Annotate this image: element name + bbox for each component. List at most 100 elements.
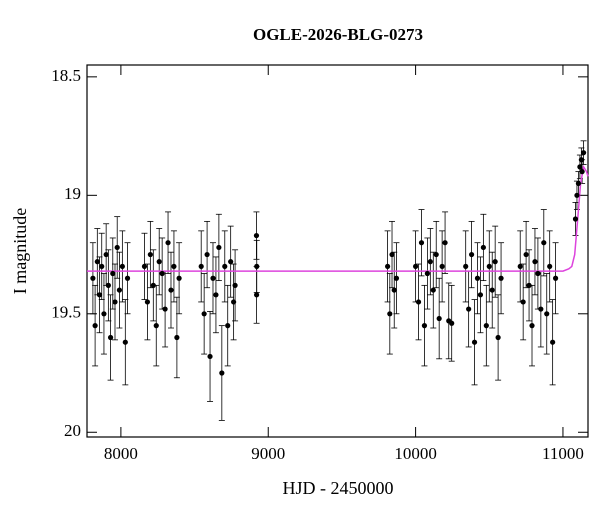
data-point: [486, 263, 492, 270]
x-axis-label: HJD - 2450000: [283, 478, 394, 498]
data-point: [427, 259, 433, 265]
data-point: [389, 251, 395, 258]
data-point: [168, 287, 174, 293]
data-point: [232, 282, 238, 288]
data-point: [231, 299, 237, 305]
data-point: [116, 287, 123, 293]
data-point: [144, 299, 151, 305]
data-point: [254, 263, 260, 270]
x-tick-label: 9000: [251, 444, 285, 463]
data-point: [421, 323, 428, 329]
data-point: [544, 311, 550, 317]
data-point: [107, 334, 114, 341]
data-point: [495, 334, 501, 341]
data-point: [468, 251, 475, 258]
data-point: [415, 299, 422, 305]
data-point: [471, 339, 478, 345]
data-point: [228, 259, 234, 265]
data-point: [552, 275, 559, 281]
data-point: [430, 287, 436, 293]
data-point: [141, 263, 148, 270]
model-curve: [87, 164, 589, 272]
data-point: [222, 263, 228, 270]
data-point: [385, 263, 391, 270]
data-point: [520, 299, 526, 305]
data-point: [418, 240, 425, 246]
data-point: [112, 299, 118, 305]
data-point: [480, 244, 486, 251]
data-point: [253, 232, 260, 239]
data-point: [541, 240, 547, 246]
data-point: [122, 339, 128, 345]
data-point: [198, 263, 204, 270]
data-point: [489, 287, 495, 293]
data-point: [442, 240, 448, 246]
data-point: [578, 157, 584, 163]
data-point: [147, 251, 153, 258]
data-point: [436, 315, 442, 322]
data-point: [577, 164, 583, 170]
data-point: [216, 244, 222, 251]
data-point: [477, 292, 484, 298]
data-point: [579, 169, 585, 175]
y-tick-label: 19: [64, 184, 81, 203]
chart-title: OGLE-2026-BLG-0273: [253, 25, 423, 44]
data-point: [105, 282, 111, 288]
data-point: [550, 339, 556, 345]
data-point: [156, 259, 162, 265]
data-point: [210, 275, 216, 281]
data-point: [110, 270, 116, 277]
data-point: [150, 282, 156, 288]
data-point: [92, 323, 98, 329]
data-point: [254, 292, 260, 298]
data-point: [517, 263, 523, 270]
data-point: [204, 251, 210, 258]
data-point: [171, 263, 177, 270]
data-point: [119, 263, 125, 270]
data-point: [114, 244, 120, 251]
data-point: [575, 180, 582, 187]
data-point: [176, 275, 182, 281]
data-point: [101, 311, 107, 317]
data-point: [532, 259, 538, 265]
data-point: [433, 251, 439, 258]
data-point: [153, 323, 159, 329]
data-point: [96, 292, 103, 298]
data-point: [526, 282, 532, 288]
data-point: [449, 320, 455, 326]
data-point: [523, 251, 529, 258]
data-point: [387, 311, 393, 317]
data-point: [474, 275, 481, 281]
plot-frame: [86, 64, 589, 438]
data-point: [207, 353, 213, 360]
data-point: [393, 275, 400, 281]
x-tick-label: 10000: [394, 444, 437, 463]
data-point: [538, 306, 544, 312]
y-tick-label: 19.5: [51, 303, 81, 322]
y-tick-label: 18.5: [51, 66, 81, 85]
data-point: [412, 263, 419, 270]
data-point: [174, 334, 180, 341]
x-tick-label: 8000: [104, 444, 138, 463]
data-point: [580, 150, 587, 156]
data-point: [162, 306, 168, 312]
data-point: [103, 251, 109, 258]
data-point: [201, 311, 207, 317]
data-point: [483, 323, 489, 329]
data-point: [535, 270, 541, 277]
data-point: [463, 263, 469, 270]
data-point: [572, 216, 579, 222]
data-point: [124, 275, 131, 281]
data-point: [213, 292, 219, 298]
data-point: [547, 263, 553, 270]
data-point: [574, 192, 580, 198]
data-point: [529, 323, 535, 329]
data-point: [165, 240, 171, 246]
data-point: [466, 306, 472, 312]
data-point: [90, 275, 96, 281]
data-point: [498, 275, 504, 281]
data-point: [94, 259, 100, 265]
data-point: [424, 270, 430, 277]
